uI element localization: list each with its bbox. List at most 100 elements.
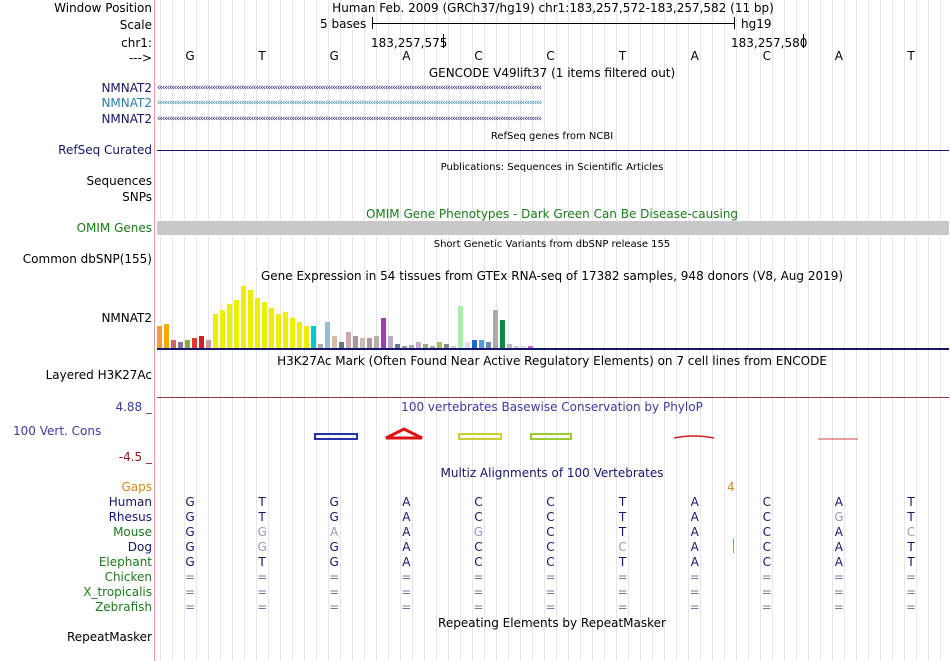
gaps-label[interactable]: Gaps (121, 480, 152, 494)
gtex-tissue-bar[interactable] (283, 312, 288, 348)
h3k27-title[interactable]: H3K27Ac Mark (Often Found Near Active Re… (277, 354, 827, 368)
gtex-tissue-bar[interactable] (521, 346, 526, 348)
gtex-tissue-bar[interactable] (234, 300, 239, 348)
gtex-tissue-bar[interactable] (500, 320, 505, 348)
dbsnp-title[interactable]: Short Genetic Variants from dbSNP releas… (433, 239, 671, 250)
gencode-item-3-label[interactable]: NMNAT2 (101, 112, 152, 126)
repeat-label[interactable]: RepeatMasker (66, 630, 152, 644)
gtex-tissue-bar[interactable] (269, 308, 274, 348)
gtex-tissue-bar[interactable] (227, 304, 232, 348)
gtex-tissue-bar[interactable] (339, 342, 344, 348)
gtex-tissue-bar[interactable] (262, 302, 267, 348)
gtex-tissue-bar[interactable] (157, 326, 162, 348)
gtex-tissue-bar[interactable] (164, 324, 169, 348)
gtex-tissue-bar[interactable] (199, 336, 204, 348)
multiz-base: A (690, 510, 699, 524)
gtex-tissue-bar[interactable] (346, 332, 351, 348)
gtex-tissue-bar[interactable] (416, 342, 421, 348)
gtex-tissue-bar[interactable] (381, 318, 386, 348)
gtex-tissue-bar[interactable] (332, 336, 337, 348)
gtex-tissue-bar[interactable] (374, 336, 379, 348)
gtex-tissue-bar[interactable] (423, 344, 428, 348)
gencode-item-3-track[interactable]: ‹‹‹‹‹‹‹‹‹‹‹‹‹‹‹‹‹‹‹‹‹‹‹‹‹‹‹‹‹‹‹‹‹‹‹‹‹‹‹‹… (157, 114, 542, 124)
gtex-tissue-bar[interactable] (311, 326, 316, 348)
gtex-tissue-bar[interactable] (290, 318, 295, 348)
snps-label[interactable]: SNPs (122, 190, 152, 204)
gtex-tissue-bar[interactable] (479, 340, 484, 348)
gtex-tissue-bar[interactable] (458, 306, 463, 348)
multiz-species-label[interactable]: Rhesus (108, 510, 152, 524)
gencode-item-2-track[interactable]: ‹‹‹‹‹‹‹‹‹‹‹‹‹‹‹‹‹‹‹‹‹‹‹‹‹‹‹‹‹‹‹‹‹‹‹‹‹‹‹‹… (157, 98, 542, 108)
gtex-tissue-bar[interactable] (472, 340, 477, 348)
gencode-title[interactable]: GENCODE V49lift37 (1 items filtered out) (428, 66, 676, 80)
refseq-title[interactable]: RefSeq genes from NCBI (490, 131, 614, 142)
repeat-title[interactable]: Repeating Elements by RepeatMasker (438, 616, 666, 630)
gridline (472, 0, 473, 661)
refseq-gene-line[interactable] (157, 150, 949, 151)
multiz-base: = (761, 600, 772, 614)
gtex-tissue-bar[interactable] (409, 345, 414, 348)
gtex-tissue-bar[interactable] (395, 344, 400, 348)
publications-title[interactable]: Publications: Sequences in Scientific Ar… (440, 162, 664, 173)
gencode-item-2-label[interactable]: NMNAT2 (101, 96, 152, 110)
sequences-label[interactable]: Sequences (86, 174, 152, 188)
multiz-base: = (329, 600, 340, 614)
gtex-tissue-bar[interactable] (353, 336, 358, 348)
gencode-item-1-label[interactable]: NMNAT2 (101, 81, 152, 95)
multiz-species-label[interactable]: Zebrafish (95, 600, 152, 614)
omim-title[interactable]: OMIM Gene Phenotypes - Dark Green Can Be… (365, 207, 739, 221)
gtex-tissue-bar[interactable] (493, 310, 498, 348)
multiz-species-label[interactable]: Mouse (113, 525, 152, 539)
gtex-tissue-bar[interactable] (437, 342, 442, 348)
gtex-tissue-bar[interactable] (241, 286, 246, 348)
omim-label[interactable]: OMIM Genes (76, 221, 152, 235)
gtex-tissue-bar[interactable] (213, 314, 218, 348)
gtex-bar-chart[interactable] (157, 284, 949, 348)
gtex-tissue-bar[interactable] (514, 346, 519, 348)
cons-label[interactable]: 100 Vert. Cons (13, 424, 102, 438)
multiz-base: T (907, 540, 915, 554)
gtex-label[interactable]: NMNAT2 (101, 311, 152, 325)
gtex-title[interactable]: Gene Expression in 54 tissues from GTEx … (260, 269, 844, 283)
gtex-tissue-bar[interactable] (528, 346, 533, 348)
multiz-species-label[interactable]: Elephant (98, 555, 152, 569)
cons-title[interactable]: 100 vertebrates Basewise Conservation by… (401, 400, 703, 414)
gtex-tissue-bar[interactable] (185, 340, 190, 348)
gtex-tissue-bar[interactable] (444, 344, 449, 348)
gtex-tissue-bar[interactable] (171, 340, 176, 348)
gtex-tissue-bar[interactable] (297, 322, 302, 348)
multiz-species-label[interactable]: X_tropicalis (83, 585, 152, 599)
gtex-tissue-bar[interactable] (192, 338, 197, 348)
gtex-tissue-bar[interactable] (465, 342, 470, 348)
multiz-species-label[interactable]: Dog (127, 540, 152, 554)
multiz-species-label[interactable]: Chicken (104, 570, 152, 584)
gencode-item-1-track[interactable]: ‹‹‹‹‹‹‹‹‹‹‹‹‹‹‹‹‹‹‹‹‹‹‹‹‹‹‹‹‹‹‹‹‹‹‹‹‹‹‹‹… (157, 83, 542, 93)
gtex-tissue-bar[interactable] (507, 344, 512, 348)
gtex-tissue-bar[interactable] (276, 314, 281, 348)
gtex-tissue-bar[interactable] (248, 290, 253, 348)
gtex-tissue-bar[interactable] (304, 326, 309, 348)
gtex-tissue-bar[interactable] (430, 346, 435, 348)
dbsnp-label[interactable]: Common dbSNP(155) (22, 252, 152, 266)
gtex-tissue-bar[interactable] (220, 310, 225, 348)
omim-feature-bar[interactable] (157, 221, 949, 235)
multiz-title[interactable]: Multiz Alignments of 100 Vertebrates (440, 466, 664, 480)
refseq-label[interactable]: RefSeq Curated (58, 143, 152, 157)
gtex-tissue-bar[interactable] (255, 298, 260, 348)
gtex-tissue-bar[interactable] (367, 338, 372, 348)
gridline (208, 0, 209, 661)
gtex-tissue-bar[interactable] (206, 340, 211, 348)
gtex-tissue-bar[interactable] (486, 342, 491, 348)
coord-1: 183,257,575 (371, 36, 448, 50)
gridline (400, 0, 401, 661)
gtex-tissue-bar[interactable] (388, 336, 393, 348)
gtex-tissue-bar[interactable] (318, 344, 323, 348)
gtex-tissue-bar[interactable] (325, 322, 330, 348)
multiz-species-label[interactable]: Human (108, 495, 152, 509)
h3k27-label[interactable]: Layered H3K27Ac (45, 368, 152, 382)
gtex-tissue-bar[interactable] (451, 346, 456, 348)
gtex-tissue-bar[interactable] (178, 342, 183, 348)
gtex-tissue-bar[interactable] (360, 338, 365, 348)
gtex-tissue-bar[interactable] (402, 346, 407, 348)
